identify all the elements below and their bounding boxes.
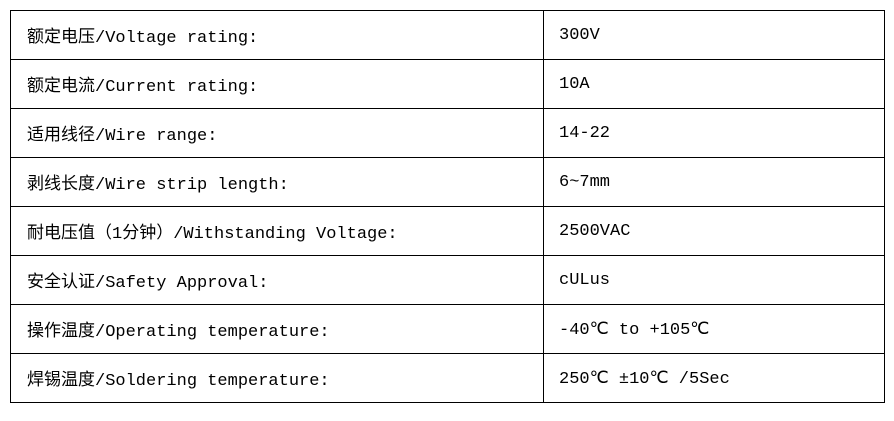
- spec-label: 剥线长度/Wire strip length:: [10, 157, 544, 207]
- spec-value: 10A: [543, 59, 885, 109]
- table-row: 焊锡温度/Soldering temperature: 250℃ ±10℃ /5S…: [10, 353, 885, 403]
- spec-label: 适用线径/Wire range:: [10, 108, 544, 158]
- spec-label: 额定电流/Current rating:: [10, 59, 544, 109]
- table-row: 额定电流/Current rating: 10A: [10, 59, 885, 109]
- table-row: 操作温度/Operating temperature: -40℃ to +105℃: [10, 304, 885, 354]
- table-row: 耐电压值（1分钟）/Withstanding Voltage: 2500VAC: [10, 206, 885, 256]
- spec-value: 250℃ ±10℃ /5Sec: [543, 353, 885, 403]
- spec-table: 额定电压/Voltage rating: 300V 额定电流/Current ra…: [10, 10, 885, 403]
- table-row: 额定电压/Voltage rating: 300V: [10, 10, 885, 60]
- spec-value: 6~7mm: [543, 157, 885, 207]
- spec-value: 300V: [543, 10, 885, 60]
- spec-label: 操作温度/Operating temperature:: [10, 304, 544, 354]
- spec-value: -40℃ to +105℃: [543, 304, 885, 354]
- spec-value: 2500VAC: [543, 206, 885, 256]
- table-row: 适用线径/Wire range: 14-22: [10, 108, 885, 158]
- spec-label: 耐电压值（1分钟）/Withstanding Voltage:: [10, 206, 544, 256]
- spec-value: 14-22: [543, 108, 885, 158]
- table-row: 剥线长度/Wire strip length: 6~7mm: [10, 157, 885, 207]
- spec-label: 安全认证/Safety Approval:: [10, 255, 544, 305]
- spec-label: 额定电压/Voltage rating:: [10, 10, 544, 60]
- spec-value: cULus: [543, 255, 885, 305]
- table-row: 安全认证/Safety Approval: cULus: [10, 255, 885, 305]
- spec-label: 焊锡温度/Soldering temperature:: [10, 353, 544, 403]
